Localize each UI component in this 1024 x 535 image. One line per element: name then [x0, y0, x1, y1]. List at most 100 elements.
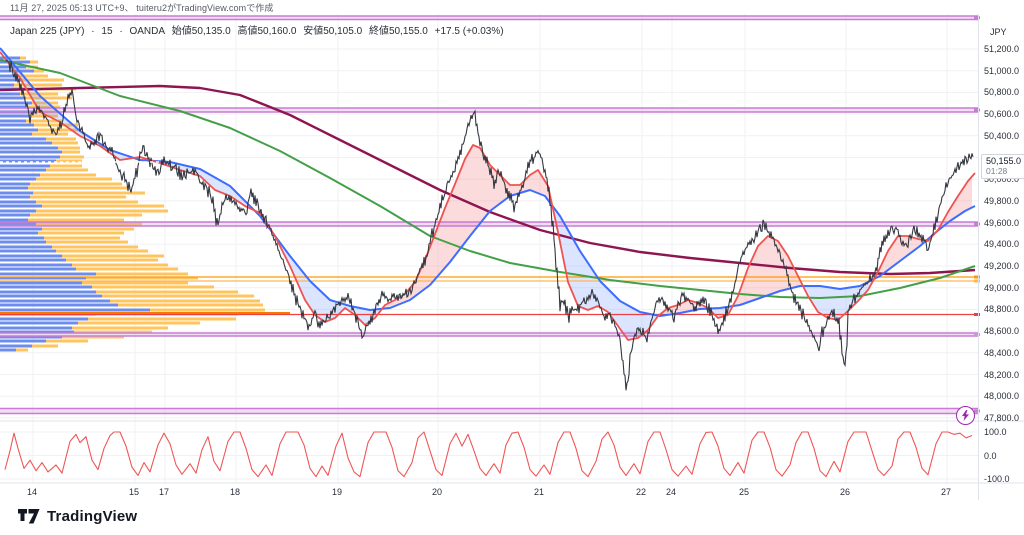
- volume-profile-bar-yellow: [66, 258, 158, 262]
- volume-profile-bar-yellow: [20, 56, 26, 60]
- time-tick-label: 19: [332, 487, 343, 497]
- legend-exchange: OANDA: [129, 26, 165, 37]
- volume-profile-bar-yellow: [46, 339, 88, 343]
- volume-profile-bar-blue: [0, 69, 34, 73]
- volume-profile-bar-blue: [0, 272, 96, 276]
- legend-symbol[interactable]: Japan 225 (JPY): [10, 26, 85, 37]
- volume-profile-bar-yellow: [72, 263, 168, 267]
- volume-profile-bar-blue: [0, 209, 36, 213]
- volume-profile-bar-blue: [0, 74, 18, 78]
- volume-profile-bar-yellow: [22, 78, 64, 82]
- volume-profile-bar-yellow: [40, 173, 96, 177]
- price-tick-label: 49,000.0: [984, 282, 1020, 293]
- axis-level-marker: [974, 16, 980, 20]
- volume-profile-bar-yellow: [30, 60, 38, 64]
- price-tick-label: 48,400.0: [984, 347, 1020, 358]
- price-tick-label: 50,800.0: [984, 87, 1020, 98]
- price-tick-label: 49,800.0: [984, 195, 1020, 206]
- volume-profile-bar-yellow: [28, 186, 130, 190]
- volume-profile-bar-yellow: [46, 168, 88, 172]
- volume-profile-bar-yellow: [82, 281, 188, 285]
- volume-profile-bar-yellow: [32, 344, 58, 348]
- volume-profile-bar-yellow: [36, 200, 138, 204]
- volume-profile-bar-yellow: [26, 96, 72, 100]
- volume-profile-bar-yellow: [58, 146, 80, 150]
- volume-profile-bar-yellow: [32, 101, 58, 105]
- volume-profile-bar-blue: [0, 146, 58, 150]
- volume-profile-bar-yellow: [110, 299, 260, 303]
- legend-high-value: 50,160.0: [257, 26, 297, 37]
- time-tick-label: 20: [432, 487, 443, 497]
- volume-profile-bar-yellow: [56, 159, 82, 163]
- volume-profile-bar-yellow: [30, 213, 142, 217]
- volume-profile-bar-yellow: [150, 308, 265, 312]
- price-axis-border: [978, 14, 979, 500]
- volume-profile-bar-blue: [0, 267, 76, 271]
- volume-profile-bar-blue: [0, 281, 82, 285]
- volume-profile-bar-blue: [0, 83, 14, 87]
- axis-level-marker: [974, 222, 980, 226]
- volume-profile-bar-blue: [0, 204, 42, 208]
- chart-legend[interactable]: Japan 225 (JPY) · 15 · OANDA 始値50,135.0 …: [10, 22, 508, 37]
- axis-level-marker: [974, 409, 980, 413]
- price-tick-label: 50,000.0: [984, 174, 1020, 185]
- volume-profile-bar-yellow: [44, 236, 120, 240]
- volume-profile-bar-yellow: [56, 249, 148, 253]
- purple-level-band: [0, 222, 978, 226]
- volume-profile-bar-yellow: [88, 317, 236, 321]
- volume-profile-bar-blue: [0, 326, 72, 330]
- tradingview-logo[interactable]: TradingView: [18, 508, 137, 525]
- oscillator-line: [4, 431, 973, 478]
- volume-profile-bar-blue: [0, 344, 32, 348]
- legend-low-label: 安値: [303, 26, 324, 37]
- volume-profile-bar-blue: [0, 254, 62, 258]
- volume-profile-bar-yellow: [52, 141, 78, 145]
- volume-profile-bar-blue: [0, 339, 46, 343]
- creation-attribution-text: 11月 27, 2025 05:13 UTC+9、 tuiteru2がTradi…: [10, 3, 274, 13]
- volume-profile-bar-yellow: [33, 191, 145, 195]
- volume-profile-bar-blue: [0, 78, 22, 82]
- price-tick-label: 50,600.0: [984, 109, 1020, 120]
- tradingview-logo-icon: [18, 509, 40, 524]
- time-tick-label: 22: [636, 487, 647, 497]
- ma-ribbon-fill: [940, 176, 972, 229]
- volume-profile-bar-blue: [0, 231, 38, 235]
- volume-profile-bar-blue: [0, 119, 26, 123]
- legend-open-value: 50,135.0: [191, 26, 231, 37]
- volume-profile-bar-blue: [0, 92, 20, 96]
- last-price-label[interactable]: 50,155.0 01:28: [981, 154, 1024, 179]
- volume-profile-bar-yellow: [50, 164, 82, 168]
- legend-separator: ·: [119, 26, 123, 37]
- volume-profile-bar-blue: [0, 159, 56, 163]
- volume-profile-bar-blue: [0, 137, 46, 141]
- volume-profile-bar-yellow: [28, 218, 124, 222]
- volume-profile-bar-yellow: [38, 231, 124, 235]
- volume-profile-bar-blue: [0, 308, 150, 312]
- volume-profile-bar-yellow: [96, 272, 188, 276]
- tradingview-logo-text: TradingView: [47, 508, 138, 525]
- volume-profile-bar-yellow: [96, 290, 238, 294]
- boost-lightning-icon[interactable]: [956, 406, 975, 425]
- candlestick-series: [5, 59, 974, 391]
- axis-level-marker: [974, 108, 980, 112]
- price-axis-currency-label[interactable]: JPY: [990, 27, 1007, 37]
- legend-change-value: +17.5 (+0.03%): [434, 26, 504, 37]
- legend-separator: ·: [91, 26, 95, 37]
- volume-profile-bar-blue: [0, 348, 16, 352]
- last-price-value: 50,155.0: [986, 156, 1022, 166]
- legend-interval[interactable]: 15: [101, 26, 113, 37]
- volume-profile-bar-yellow: [76, 267, 178, 271]
- time-tick-label: 27: [941, 487, 952, 497]
- volume-profile-bar-blue: [0, 303, 118, 307]
- volume-profile-bar-blue: [0, 218, 28, 222]
- volume-profile-bar-blue: [0, 164, 50, 168]
- axis-level-marker: [974, 279, 980, 283]
- volume-profile-bar-yellow: [42, 204, 164, 208]
- volume-profile-bar-yellow: [62, 150, 80, 154]
- ma-ribbon-fill: [384, 146, 556, 309]
- volume-profile-bar-yellow: [74, 330, 152, 334]
- legend-close-label: 終値: [368, 26, 389, 37]
- volume-profile-bar-yellow: [72, 326, 168, 330]
- purple-level-band: [0, 108, 978, 112]
